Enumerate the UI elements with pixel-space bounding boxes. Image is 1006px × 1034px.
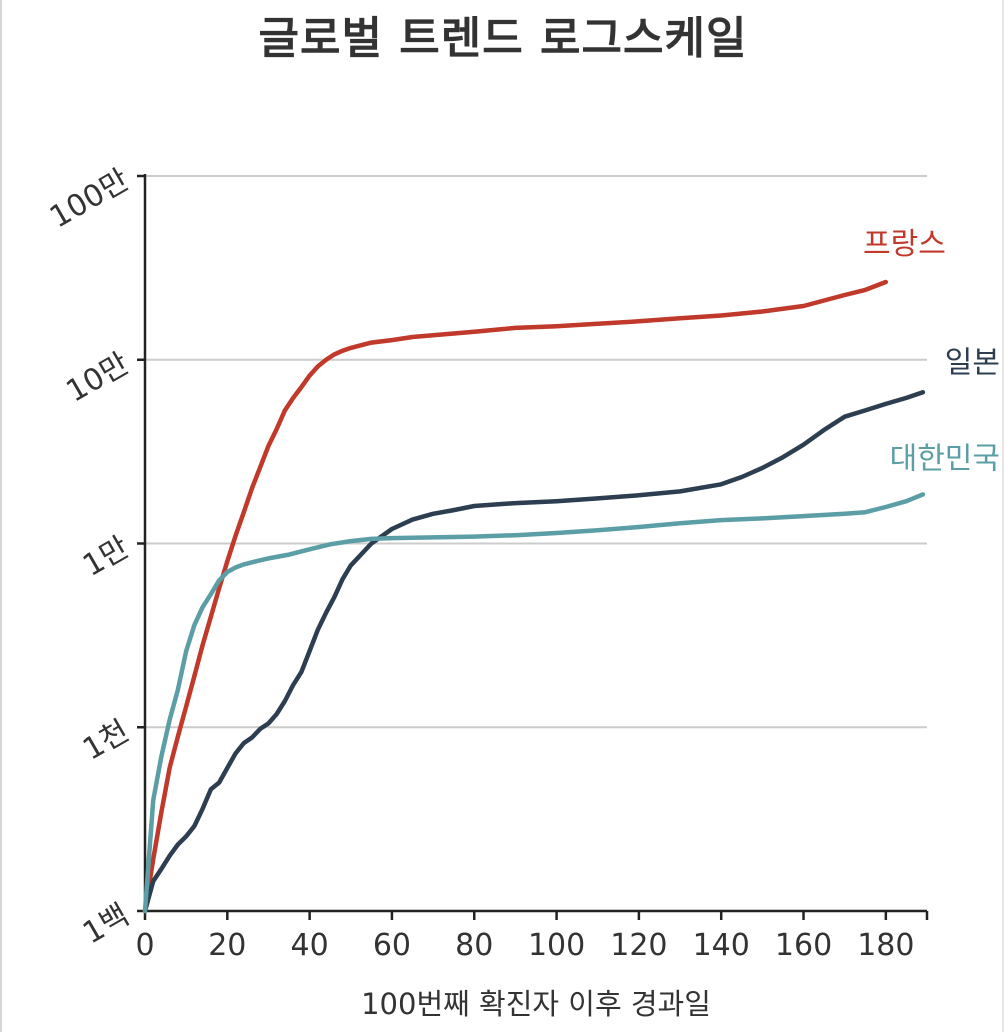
- y-tick-label: 100만: [44, 163, 135, 236]
- y-tick-labels: 1백 1천 1만 10만 100만: [44, 163, 145, 952]
- series-line-3: [142, 492, 926, 914]
- x-tick-label: 20: [208, 928, 246, 963]
- x-tick-label: 60: [373, 928, 411, 963]
- series-line-1: [142, 279, 889, 914]
- chart-title: 글로벌 트렌드 로그스케일: [258, 13, 748, 64]
- x-tick-label: 140: [693, 928, 750, 963]
- x-tick-label: 40: [291, 928, 329, 963]
- y-tick-label: 1백: [77, 898, 135, 952]
- x-tick-label: 0: [135, 928, 154, 963]
- x-axis-title: 100번째 확진자 이후 경과일: [361, 987, 711, 1021]
- series-lines: [142, 279, 926, 914]
- x-tick-labels: 0 20 40 60 80 100 120 140 160 180: [135, 911, 929, 963]
- series-label-2: 일본: [945, 345, 1000, 380]
- y-tick-label: 10만: [61, 346, 135, 409]
- series-label-1: 프랑스: [863, 227, 946, 262]
- x-tick-label: 120: [610, 928, 667, 963]
- series-line-2: [142, 390, 926, 914]
- x-tick-label: 180: [857, 928, 914, 963]
- y-tick-label: 1만: [77, 530, 135, 584]
- gridlines: [145, 175, 927, 729]
- x-tick-label: 100: [528, 928, 585, 963]
- x-tick-label: 80: [455, 928, 493, 963]
- y-tick-label: 1천: [77, 714, 135, 768]
- x-tick-label: 160: [775, 928, 832, 963]
- series-label-3: 대한민국: [890, 441, 1000, 476]
